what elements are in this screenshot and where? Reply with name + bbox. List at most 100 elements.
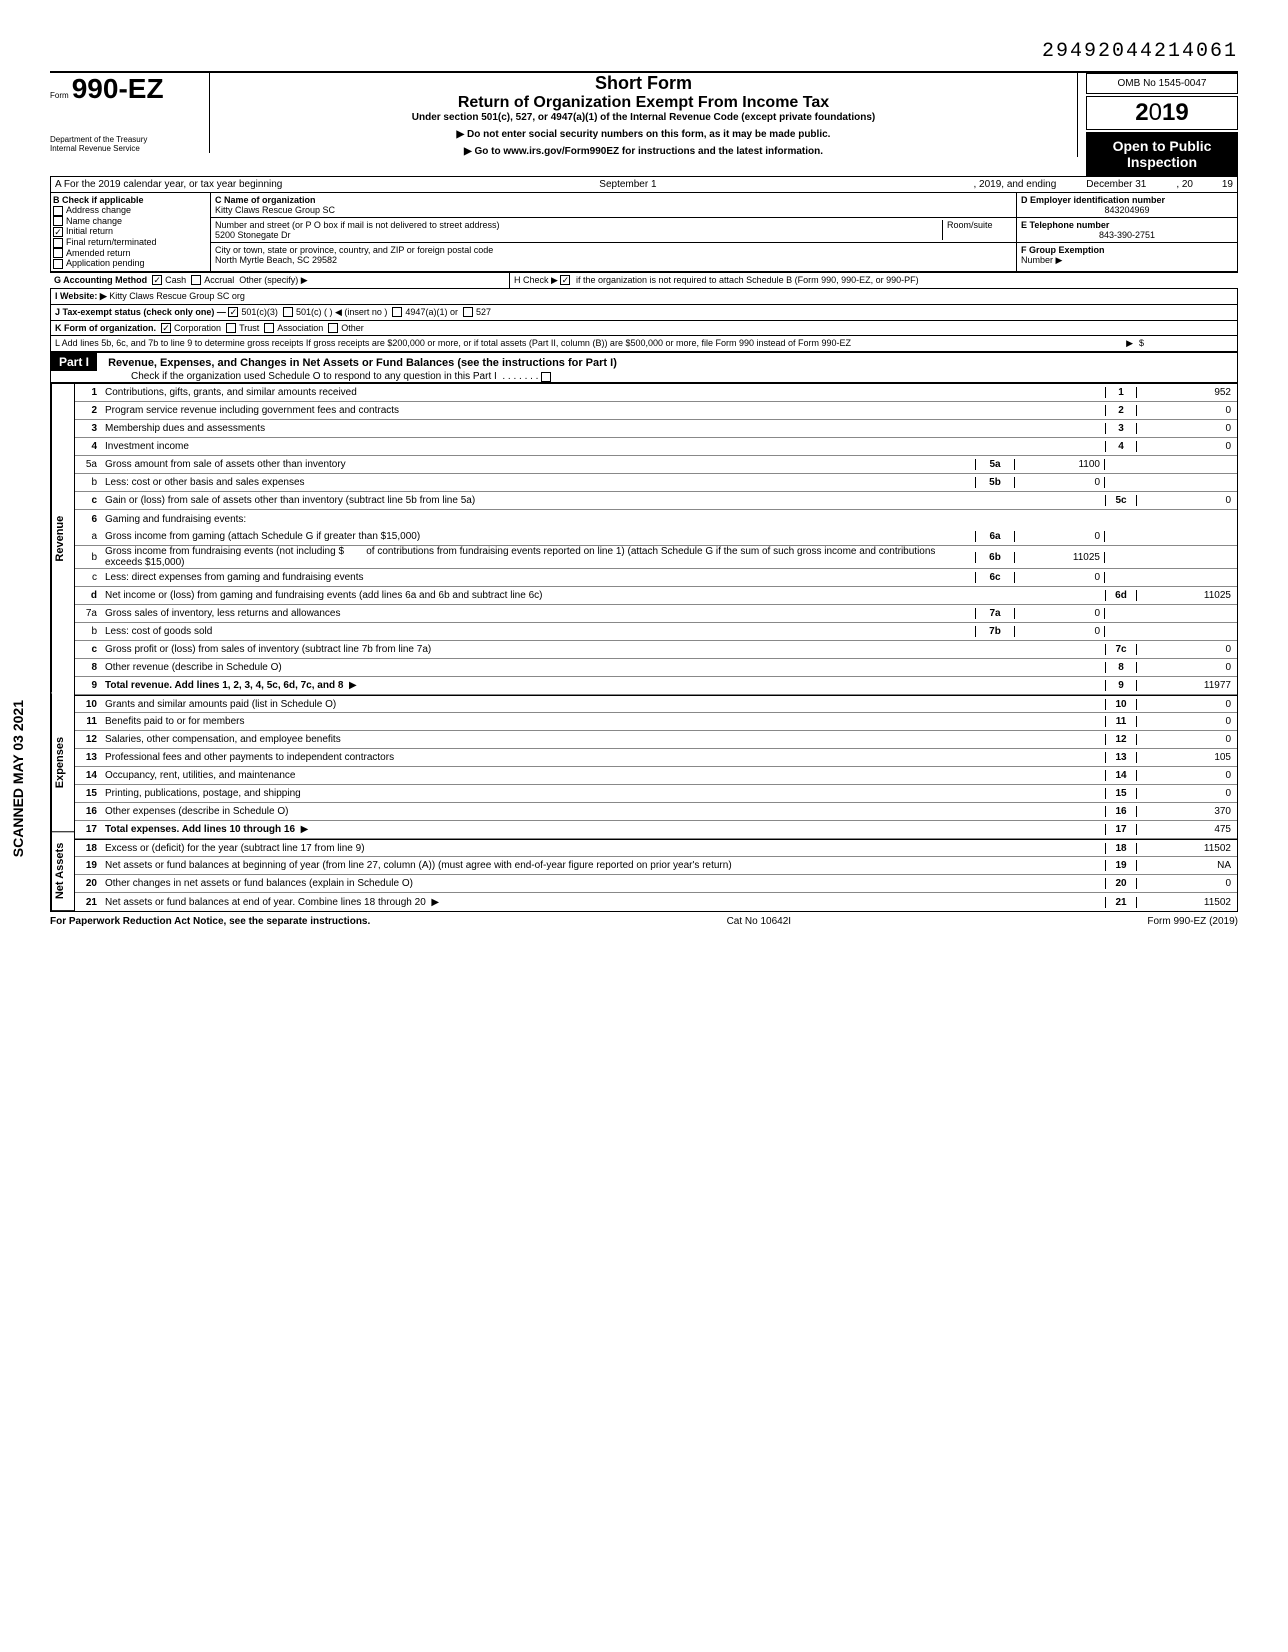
line-desc: Less: direct expenses from gaming and fu… [105, 572, 975, 583]
line-desc: Gross income from gaming (attach Schedul… [105, 531, 975, 542]
cb-amended[interactable] [53, 248, 63, 258]
line-num: 8 [75, 662, 105, 673]
cb-501c3[interactable] [228, 307, 238, 317]
line-num: c [75, 572, 105, 583]
line-mid-box: 5b [975, 477, 1015, 488]
grp-label: F Group Exemption [1021, 245, 1105, 255]
cb-4947[interactable] [392, 307, 402, 317]
cb-corp[interactable] [161, 323, 171, 333]
line-box: 2 [1105, 405, 1137, 416]
line-val: 0 [1137, 734, 1237, 745]
line-num: 17 [75, 824, 105, 835]
line-num: 2 [75, 405, 105, 416]
line-num: 13 [75, 752, 105, 763]
line-desc: Benefits paid to or for members [105, 716, 1105, 727]
line-num: 11 [75, 716, 105, 727]
line-val: 11502 [1137, 843, 1237, 854]
line-box: 21 [1105, 897, 1137, 908]
tax-year-begin: September 1 [282, 179, 973, 190]
cb-address-change[interactable] [53, 206, 63, 216]
cb-no-schedule-b[interactable] [560, 275, 570, 285]
instr-ssn: ▶ Do not enter social security numbers o… [218, 129, 1069, 140]
cb-cash[interactable] [152, 275, 162, 285]
line-box: 7c [1105, 644, 1137, 655]
line-num: b [75, 552, 105, 563]
dept-irs: Internal Revenue Service [50, 144, 201, 153]
cb-accrual[interactable] [191, 275, 201, 285]
line-num: c [75, 495, 105, 506]
title-main: Return of Organization Exempt From Incom… [218, 94, 1069, 112]
line-num: a [75, 531, 105, 542]
line-val: 952 [1137, 387, 1237, 398]
line-num: 21 [75, 897, 105, 908]
lbl-other-method: Other (specify) ▶ [239, 275, 307, 285]
line-num: 5a [75, 459, 105, 470]
cb-initial-return[interactable] [53, 227, 63, 237]
line-box: 19 [1105, 860, 1137, 871]
line-box: 15 [1105, 788, 1137, 799]
line-val: 370 [1137, 806, 1237, 817]
side-netassets: Net Assets [51, 832, 74, 911]
row-j-label: J Tax-exempt status (check only one) — [55, 307, 226, 317]
line-num: 18 [75, 843, 105, 854]
row-a-mid: , 2019, and ending [973, 179, 1056, 190]
line-desc: Contributions, gifts, grants, and simila… [105, 387, 1105, 398]
line-val: 11025 [1137, 590, 1237, 601]
line-mid-val: 0 [1015, 477, 1105, 488]
line-desc: Program service revenue including govern… [105, 405, 1105, 416]
lbl-cash: Cash [165, 275, 186, 285]
line-box: 10 [1105, 699, 1137, 710]
line-box: 9 [1105, 680, 1137, 691]
row-i-label: I Website: ▶ [55, 291, 107, 301]
cb-501c[interactable] [283, 307, 293, 317]
cb-527[interactable] [463, 307, 473, 317]
lbl-app-pending: Application pending [66, 258, 145, 268]
row-l-dollar: $ [1133, 338, 1233, 349]
city-label: City or town, state or province, country… [215, 245, 1012, 255]
lbl-amended: Amended return [66, 248, 131, 258]
cb-schedule-o[interactable] [541, 372, 551, 382]
cb-name-change[interactable] [53, 216, 63, 226]
part1-title: Revenue, Expenses, and Changes in Net As… [100, 357, 617, 369]
line-desc: Less: cost or other basis and sales expe… [105, 477, 975, 488]
line-num: c [75, 644, 105, 655]
line-num: d [75, 590, 105, 601]
line-val: 0 [1137, 716, 1237, 727]
line-num: 7a [75, 608, 105, 619]
line-num: 12 [75, 734, 105, 745]
org-address: 5200 Stonegate Dr [215, 230, 942, 240]
row-l-text: L Add lines 5b, 6c, and 7b to line 9 to … [55, 338, 1126, 349]
row-l-arrow: ▶ [1126, 338, 1133, 349]
line-mid-val: 0 [1015, 572, 1105, 583]
form-prefix: Form [50, 91, 69, 100]
lbl-name-change: Name change [66, 216, 122, 226]
line-val: 0 [1137, 699, 1237, 710]
line-desc: Salaries, other compensation, and employ… [105, 734, 1105, 745]
line-mid-val: 0 [1015, 626, 1105, 637]
cb-app-pending[interactable] [53, 259, 63, 269]
lbl-other-org: Other [341, 323, 364, 333]
open-public-1: Open to Public [1090, 138, 1234, 154]
line-desc: Other revenue (describe in Schedule O) [105, 662, 1105, 673]
cb-final-return[interactable] [53, 238, 63, 248]
part1-label: Part I [51, 353, 97, 371]
line-desc: Net income or (loss) from gaming and fun… [105, 590, 1105, 601]
lbl-corp: Corporation [174, 323, 221, 333]
row-h-label: H Check ▶ [514, 275, 558, 285]
line-val: 0 [1137, 423, 1237, 434]
cb-trust[interactable] [226, 323, 236, 333]
line-desc: Gross income from fundraising events (no… [105, 546, 975, 568]
line-desc: Gaming and fundraising events: [105, 514, 1105, 525]
subtitle: Under section 501(c), 527, or 4947(a)(1)… [218, 112, 1069, 123]
line-box: 3 [1105, 423, 1137, 434]
line-desc: Other expenses (describe in Schedule O) [105, 806, 1105, 817]
line-val: 0 [1137, 788, 1237, 799]
cb-assoc[interactable] [264, 323, 274, 333]
line-val: 0 [1137, 405, 1237, 416]
cb-other-org[interactable] [328, 323, 338, 333]
line-desc: Membership dues and assessments [105, 423, 1105, 434]
line-desc: Investment income [105, 441, 1105, 452]
line-val: 0 [1137, 770, 1237, 781]
org-ein: 843204969 [1021, 205, 1233, 215]
line-val: 0 [1137, 662, 1237, 673]
